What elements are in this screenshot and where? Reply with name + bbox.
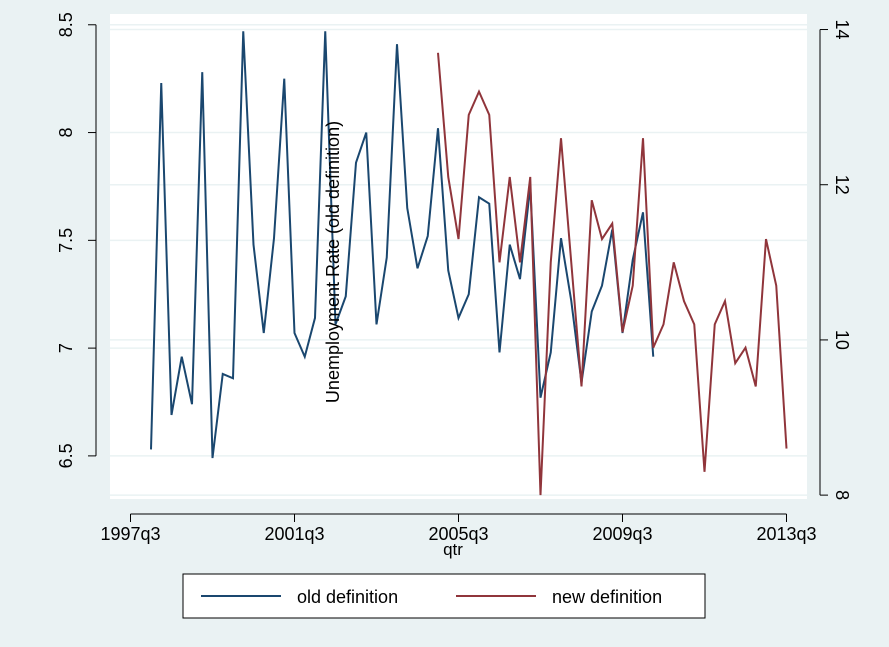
left-tick-label-4: 8.5 bbox=[56, 12, 76, 37]
left-tick-label-2: 7.5 bbox=[56, 228, 76, 253]
series-line-new-definition bbox=[437, 52, 788, 496]
legend-label-old-definition: old definition bbox=[297, 587, 398, 607]
grid-layer bbox=[110, 24, 807, 496]
series-line-old-definition bbox=[150, 31, 655, 459]
right-tick-label-3: 14 bbox=[832, 20, 852, 40]
x-tick-label-1: 2001q3 bbox=[264, 524, 324, 544]
series-layer bbox=[150, 31, 788, 496]
left-tick-label-1: 7 bbox=[56, 343, 76, 353]
x-tick-label-2: 2005q3 bbox=[428, 524, 488, 544]
left-tick-label-0: 6.5 bbox=[56, 443, 76, 468]
axis-layer: 6.5 7 7.5 8 8.5 8 10 12 14 1997q3 2001q3 2005q3 2009… bbox=[56, 12, 852, 544]
x-tick-label-0: 1997q3 bbox=[100, 524, 160, 544]
right-tick-label-2: 12 bbox=[832, 175, 852, 195]
x-axis-title: qtr bbox=[443, 540, 463, 559]
legend-label-new-definition: new definition bbox=[552, 587, 662, 607]
left-tick-label-3: 8 bbox=[56, 128, 76, 138]
right-tick-label-1: 10 bbox=[832, 330, 852, 350]
right-tick-label-0: 8 bbox=[832, 490, 852, 500]
legend: old definition new definition bbox=[182, 573, 706, 619]
plot-area bbox=[110, 14, 807, 499]
y-axis-title: Unemployment Rate (old definition) bbox=[323, 121, 343, 403]
x-tick-label-3: 2009q3 bbox=[592, 524, 652, 544]
x-tick-label-4: 2013q3 bbox=[756, 524, 816, 544]
